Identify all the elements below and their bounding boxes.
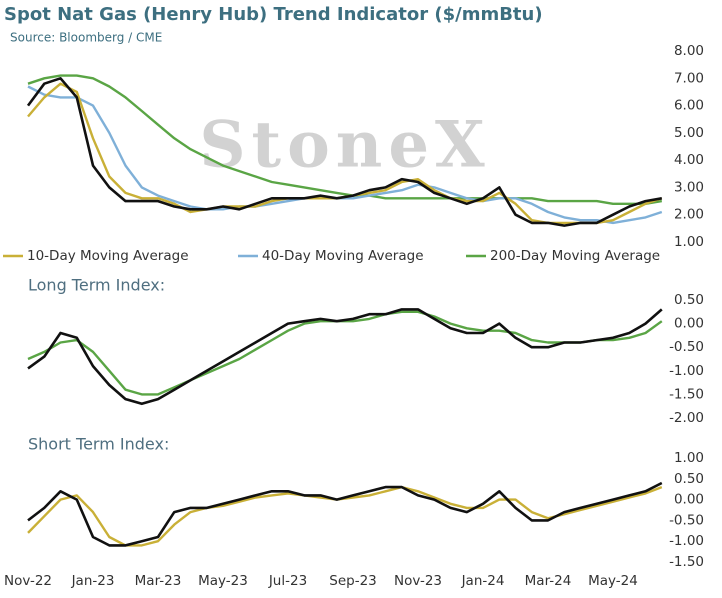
y-tick-label: 4.00: [674, 152, 704, 168]
x-tick-label: Jan-23: [71, 573, 115, 589]
legend-label: 10-Day Moving Average: [27, 248, 189, 264]
y-tick-label: 1.00: [674, 234, 704, 250]
series-line: [26, 77, 663, 227]
legend-label: 200-Day Moving Average: [490, 248, 660, 264]
y-tick-label: 1.00: [674, 450, 704, 466]
y-tick-label: -1.00: [669, 533, 704, 549]
watermark: StoneX: [199, 108, 490, 183]
x-tick-label: Nov-22: [4, 573, 52, 589]
y-tick-label: 8.00: [674, 43, 704, 59]
y-tick-label: 0.00: [674, 492, 704, 508]
x-tick-label: Jul-23: [268, 573, 307, 589]
y-tick-label: 0.50: [674, 292, 704, 308]
panel-title: Long Term Index:: [28, 276, 165, 295]
series-line: [27, 310, 663, 396]
y-tick-label: 6.00: [674, 98, 704, 114]
y-tick-label: -0.50: [669, 512, 704, 528]
panel-title: Short Term Index:: [28, 435, 169, 454]
y-tick-label: 0.50: [674, 471, 704, 487]
x-tick-label: Sep-23: [329, 573, 377, 589]
chart-title: Spot Nat Gas (Henry Hub) Trend Indicator…: [4, 4, 543, 25]
y-tick-label: -1.50: [669, 554, 704, 570]
legend-label: 40-Day Moving Average: [262, 248, 424, 264]
y-tick-label: 0.00: [674, 316, 704, 332]
series-line: [27, 485, 663, 547]
y-tick-label: 2.00: [674, 207, 704, 223]
x-tick-label: Jan-24: [461, 573, 505, 589]
y-tick-label: 7.00: [674, 70, 704, 86]
x-tick-label: May-23: [198, 573, 248, 589]
x-tick-label: Nov-23: [394, 573, 442, 589]
y-tick-label: -1.50: [669, 386, 704, 402]
x-tick-label: May-24: [588, 573, 638, 589]
x-tick-label: Mar-24: [525, 573, 572, 589]
series-line: [27, 308, 663, 406]
y-tick-label: 3.00: [674, 179, 704, 195]
y-tick-label: -0.50: [669, 339, 704, 355]
x-tick-label: Mar-23: [135, 573, 182, 589]
y-tick-label: -1.00: [669, 363, 704, 379]
y-tick-label: -2.00: [669, 410, 704, 426]
series-line: [27, 74, 662, 205]
chart-subtitle: Source: Bloomberg / CME: [10, 31, 162, 45]
series-line: [27, 481, 663, 547]
y-tick-label: 5.00: [674, 125, 704, 141]
series-line: [27, 85, 663, 225]
